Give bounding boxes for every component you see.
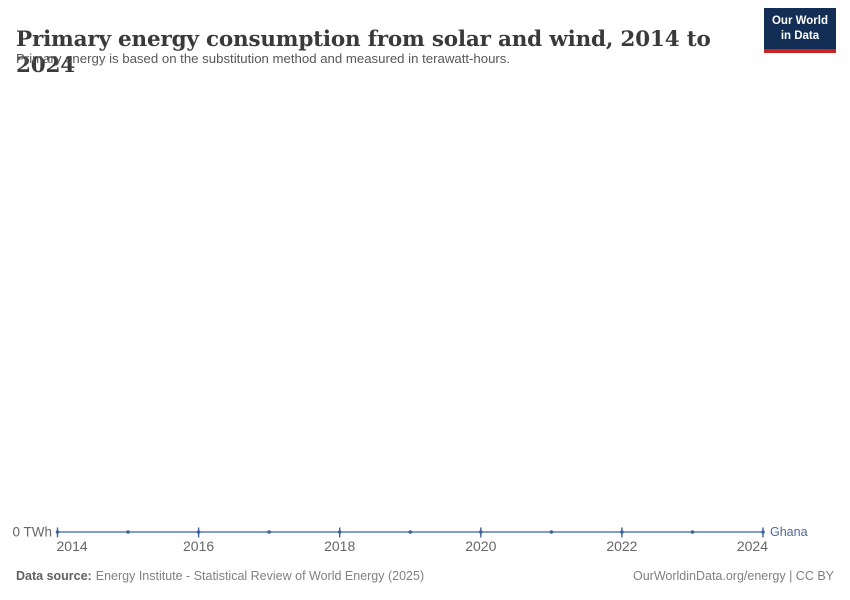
x-tick-label-2020: 2020 — [465, 538, 496, 554]
x-tick-label-2014: 2014 — [57, 538, 88, 554]
data-source-link[interactable]: Energy Institute - Statistical Review of… — [95, 569, 425, 583]
license-note: OurWorldinData.org/energy | CC BY — [633, 569, 834, 583]
owid-url-link[interactable]: OurWorldinData.org/energy | CC BY — [632, 569, 834, 583]
x-tick-label-2022: 2022 — [606, 538, 637, 554]
data-source-label: Data source: — [16, 569, 92, 583]
page-title: Primary energy consumption from solar an… — [16, 27, 711, 79]
data-source-note: Data source: Energy Institute - Statistic… — [16, 569, 424, 583]
x-tick-label-2018: 2018 — [324, 538, 355, 554]
owid-logo[interactable]: Our World in Data — [763, 8, 836, 53]
data-point-2015[interactable] — [126, 530, 130, 534]
chart-subtitle: Primary energy is based on the substitut… — [16, 51, 511, 66]
x-tick-label-2024: 2024 — [737, 538, 768, 554]
y-axis-label: 0 TWh — [12, 525, 52, 540]
x-tick-label-2016: 2016 — [183, 538, 214, 554]
chart-footer: Data source: Energy Institute - Statistic… — [16, 569, 834, 583]
owid-logo-line2: in Data — [780, 29, 820, 42]
data-point-2017[interactable] — [267, 530, 271, 534]
entity-label-ghana[interactable]: Ghana — [770, 525, 808, 539]
owid-logo-line1: Our World — [771, 15, 828, 27]
data-point-2023[interactable] — [690, 530, 695, 534]
data-point-2021[interactable] — [549, 530, 554, 534]
data-point-2019[interactable] — [408, 530, 413, 534]
